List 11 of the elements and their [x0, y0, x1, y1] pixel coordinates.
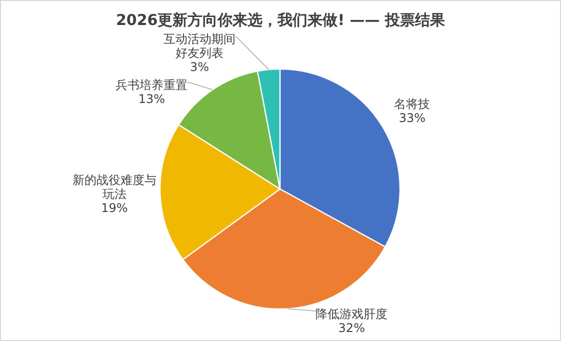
- data-label: 3%: [190, 60, 210, 74]
- slice-label: 降低游戏肝度: [316, 307, 388, 321]
- data-label: 32%: [338, 321, 365, 335]
- slice-label: 兵书培养重置: [116, 78, 188, 92]
- slice-label: 名将技: [394, 96, 430, 111]
- data-label: 19%: [101, 200, 128, 215]
- slice-label: 新的战役难度与玩法: [72, 172, 156, 201]
- data-label: 33%: [398, 110, 426, 125]
- data-label: 13%: [138, 92, 165, 106]
- slice-label: 互动活动期间好友列表: [164, 32, 236, 60]
- chart-title: 2026更新方向你来选，我们来做! —— 投票结果: [116, 11, 446, 29]
